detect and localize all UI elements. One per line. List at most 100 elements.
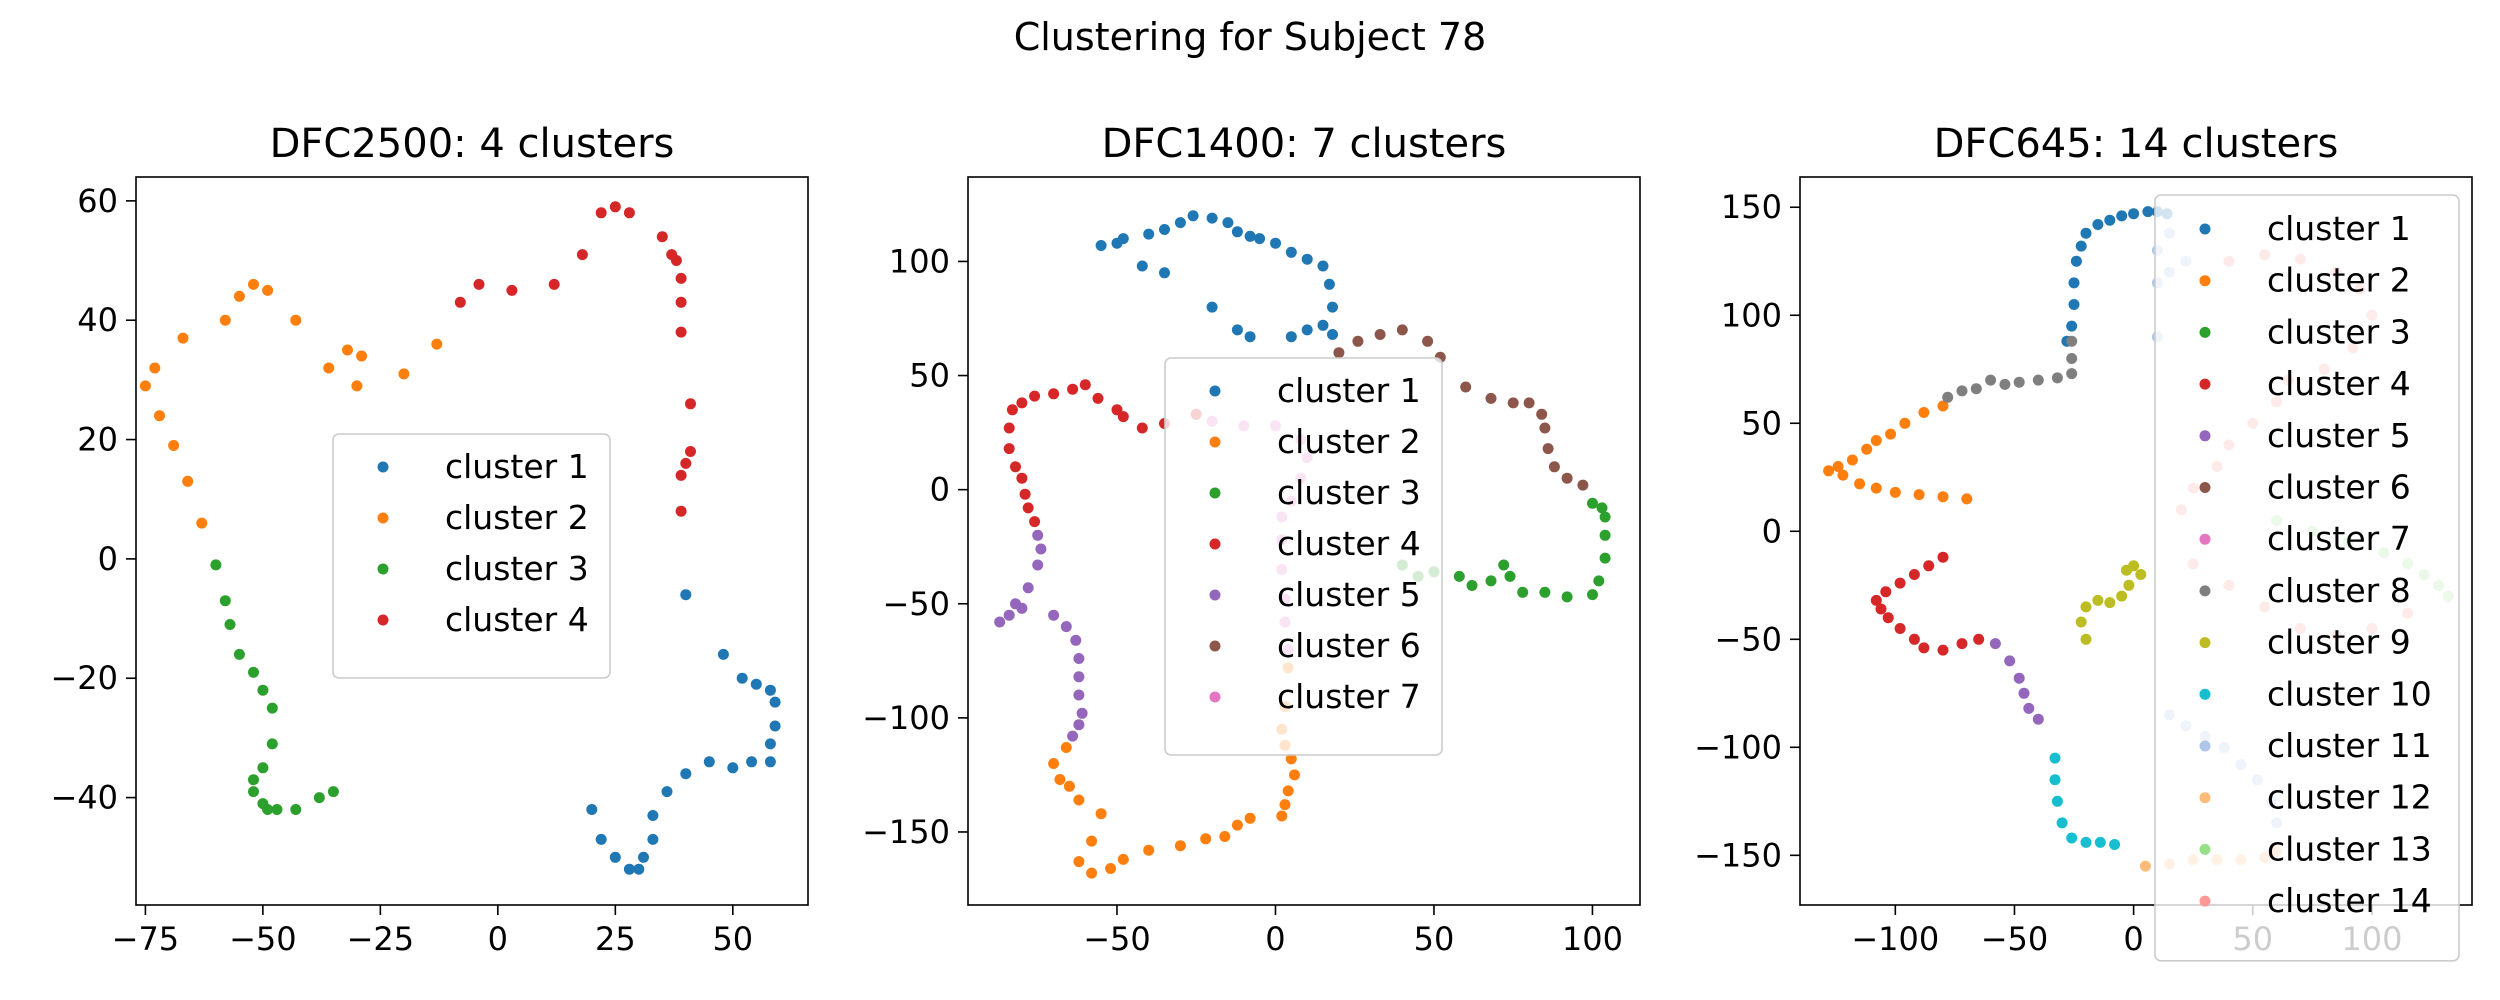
legend-label: cluster 4 bbox=[2267, 364, 2411, 403]
y-tick-label: 0 bbox=[1762, 512, 1782, 550]
data-point bbox=[1823, 465, 1835, 477]
data-point bbox=[1060, 742, 1072, 753]
legend-label: cluster 1 bbox=[2267, 209, 2411, 248]
legend-label: cluster 7 bbox=[2267, 519, 2411, 558]
data-point bbox=[1003, 443, 1015, 455]
data-point bbox=[2066, 368, 2078, 380]
data-point bbox=[1504, 570, 1516, 582]
data-point bbox=[1539, 422, 1551, 434]
data-point bbox=[1894, 623, 1906, 634]
data-point bbox=[1327, 301, 1338, 313]
data-point bbox=[1029, 390, 1041, 402]
y-tick-label: 50 bbox=[1741, 404, 1782, 442]
series-cluster-2 bbox=[1823, 400, 1973, 505]
data-point bbox=[1276, 810, 1288, 822]
data-point bbox=[2068, 299, 2080, 310]
data-point bbox=[1561, 472, 1573, 484]
data-point bbox=[266, 738, 278, 750]
y-tick-label: 40 bbox=[77, 301, 118, 339]
data-point bbox=[2066, 320, 2078, 332]
data-point bbox=[1006, 404, 1018, 416]
data-point bbox=[1507, 397, 1519, 409]
legend-marker bbox=[1209, 385, 1221, 397]
data-point bbox=[1003, 422, 1015, 434]
legend-marker bbox=[2199, 637, 2211, 649]
data-point bbox=[1587, 497, 1598, 509]
data-point bbox=[1219, 831, 1231, 842]
data-point bbox=[1861, 443, 1873, 455]
data-point bbox=[994, 616, 1006, 628]
legend-marker bbox=[377, 614, 389, 626]
data-point bbox=[1466, 580, 1478, 591]
data-point bbox=[1396, 324, 1408, 336]
data-point bbox=[1587, 589, 1598, 601]
legend-marker bbox=[2199, 378, 2211, 390]
data-point bbox=[1880, 586, 1892, 598]
legend-label: cluster 1 bbox=[1277, 371, 1421, 410]
data-point bbox=[1244, 230, 1256, 242]
data-point bbox=[1095, 240, 1107, 251]
data-point bbox=[1079, 379, 1091, 391]
legend-marker bbox=[2199, 482, 2211, 493]
data-point bbox=[609, 201, 621, 213]
data-point bbox=[1073, 856, 1085, 868]
legend-label: cluster 3 bbox=[445, 549, 589, 588]
subplot-1: DFC2500: 4 clusters −75 −50 −25 0 25 50 −40 −20 0… bbox=[50, 121, 809, 958]
y-tick-label: 0 bbox=[98, 540, 118, 578]
data-point bbox=[623, 207, 635, 219]
y-tick-label: 150 bbox=[1721, 188, 1782, 226]
legend-marker bbox=[1209, 436, 1221, 448]
data-point bbox=[257, 684, 269, 696]
x-tick-label: 0 bbox=[2123, 920, 2143, 958]
data-point bbox=[233, 648, 245, 660]
x-tick-label: 100 bbox=[1562, 920, 1623, 958]
data-point bbox=[2070, 255, 2082, 267]
data-point bbox=[1523, 397, 1535, 409]
data-point bbox=[1908, 633, 1920, 645]
data-point bbox=[233, 290, 245, 302]
series-cluster-4 bbox=[1003, 379, 1202, 528]
data-point bbox=[1599, 552, 1611, 564]
data-point bbox=[1159, 224, 1170, 235]
data-point bbox=[1846, 454, 1858, 466]
data-point bbox=[2142, 206, 2154, 218]
data-point bbox=[1289, 769, 1300, 781]
data-point bbox=[1111, 404, 1123, 416]
data-point bbox=[2013, 376, 2025, 388]
legend-label: cluster 5 bbox=[2267, 416, 2411, 455]
data-point bbox=[1894, 577, 1906, 589]
data-point bbox=[1956, 638, 1968, 650]
data-point bbox=[595, 833, 607, 845]
data-point bbox=[1019, 488, 1031, 500]
y-tick-label: −150 bbox=[862, 813, 950, 851]
axes-frame bbox=[1799, 176, 2473, 906]
data-point bbox=[1899, 417, 1911, 429]
series-cluster-10 bbox=[2049, 752, 2121, 850]
data-point bbox=[1073, 794, 1085, 806]
data-point bbox=[1022, 502, 1034, 514]
data-point bbox=[2018, 687, 2030, 699]
legend-label: cluster 3 bbox=[1277, 473, 1421, 512]
y-tick-label: −100 bbox=[1694, 728, 1782, 766]
data-point bbox=[1593, 575, 1605, 587]
data-point bbox=[1485, 392, 1497, 404]
data-point bbox=[1231, 819, 1243, 831]
data-point bbox=[1010, 461, 1021, 473]
data-point bbox=[675, 326, 687, 338]
data-point bbox=[1029, 516, 1041, 528]
data-point bbox=[1937, 400, 1949, 412]
legend-marker bbox=[2199, 223, 2211, 235]
legend-marker bbox=[2199, 843, 2211, 855]
data-point bbox=[2023, 702, 2035, 714]
data-point bbox=[2068, 277, 2080, 289]
data-point bbox=[219, 595, 231, 607]
data-point bbox=[2128, 560, 2140, 572]
legend-marker bbox=[2199, 688, 2211, 700]
data-point bbox=[1117, 853, 1129, 865]
data-point bbox=[1970, 383, 1982, 395]
data-point bbox=[2116, 210, 2128, 222]
data-point bbox=[431, 338, 443, 350]
y-tick-label: 100 bbox=[1721, 296, 1782, 334]
data-point bbox=[1187, 210, 1199, 222]
